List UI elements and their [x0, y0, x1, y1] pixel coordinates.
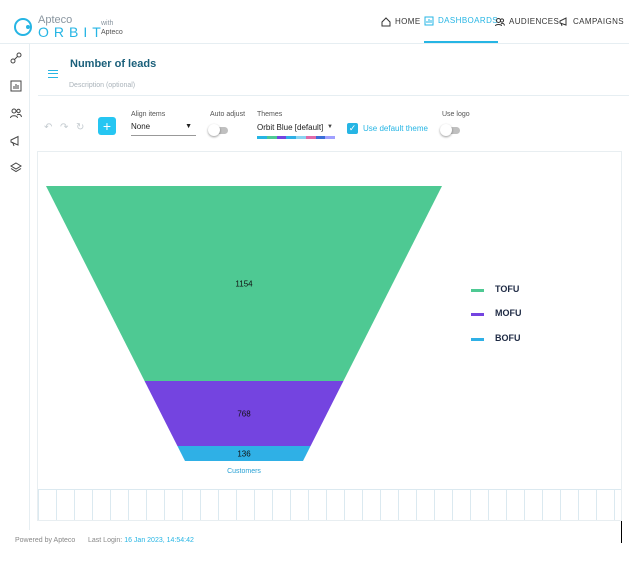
last-login-label: Last Login: [88, 537, 123, 544]
palette-swatch [257, 136, 267, 139]
use-default-theme-checkbox[interactable]: ✓ [347, 123, 358, 134]
nav-audiences-label: AUDIENCES [509, 17, 560, 26]
link-icon[interactable] [10, 52, 22, 64]
audiences-icon [495, 17, 505, 26]
palette-swatch [305, 136, 316, 139]
nav-campaigns-label: CAMPAIGNS [573, 17, 625, 26]
nav-home-label: HOME [395, 17, 421, 26]
orbit-logo-icon[interactable] [14, 18, 32, 36]
last-login-value: 16 Jan 2023, 14:54:42 [124, 537, 194, 544]
add-button[interactable]: + [98, 117, 116, 135]
use-default-theme-label: Use default theme [363, 124, 428, 133]
funnel-segment-tofu[interactable] [46, 186, 442, 381]
undo-icon[interactable]: ↶ [44, 122, 53, 133]
brand-with: with [101, 20, 114, 27]
theme-select-value[interactable]: Orbit Blue [default] [257, 123, 324, 132]
auto-adjust-label: Auto adjust [210, 111, 246, 118]
top-bar: Apteco ORBIT with Apteco HOME DASHBOARDS… [0, 0, 629, 44]
description-field[interactable]: Description (optional) [69, 82, 136, 89]
people-icon[interactable] [10, 107, 22, 119]
auto-adjust-toggle[interactable] [208, 124, 228, 136]
funnel-segment-bofu[interactable] [177, 446, 311, 461]
align-items-select[interactable]: None ▼ [131, 122, 196, 136]
legend-swatch [471, 313, 484, 316]
use-logo-toggle[interactable] [440, 124, 460, 136]
funnel-value-label: 136 [237, 450, 251, 459]
legend-item-mofu[interactable]: MOFU [471, 308, 522, 318]
palette-swatch [286, 136, 296, 139]
brand-orbit: ORBIT [38, 24, 106, 40]
legend-label: TOFU [495, 284, 519, 294]
theme-palette-strip [257, 136, 335, 139]
legend-item-tofu[interactable]: TOFU [471, 284, 519, 294]
theme-chevron-down-icon[interactable]: ▼ [327, 124, 333, 130]
sidebar [0, 44, 30, 530]
palette-swatch [276, 136, 287, 139]
chevron-down-icon: ▼ [185, 123, 192, 130]
campaigns-icon [559, 16, 567, 26]
text-cursor [621, 521, 622, 543]
legend-item-bofu[interactable]: BOFU [471, 333, 521, 343]
grid-area [38, 489, 621, 520]
palette-swatch [296, 136, 306, 139]
palette-swatch [266, 136, 277, 139]
legend-swatch [471, 338, 484, 341]
layers-icon[interactable] [10, 162, 22, 174]
last-login: Last Login: 16 Jan 2023, 14:54:42 [88, 537, 194, 544]
home-icon [381, 16, 391, 26]
chart-canvas: 1154 768 136 Customers TOFU MOFU BOFU [37, 151, 622, 521]
nav-dashboards[interactable]: DASHBOARDS [424, 0, 499, 43]
align-items-value: None [131, 122, 151, 131]
funnel-value-label: 1154 [235, 280, 253, 289]
funnel-x-label: Customers [227, 468, 261, 475]
legend-label: MOFU [495, 308, 522, 318]
palette-swatch [325, 136, 335, 139]
dashboard-icon [424, 16, 434, 25]
nav-audiences[interactable]: AUDIENCES [495, 0, 559, 43]
chart-icon[interactable] [10, 80, 22, 92]
legend-label: BOFU [495, 333, 521, 343]
menu-icon[interactable] [48, 70, 58, 78]
funnel-segment-mofu[interactable] [144, 381, 344, 446]
brand-apteco: Apteco [38, 14, 73, 26]
funnel-value-label: 768 [237, 410, 251, 419]
nav-home[interactable]: HOME [381, 0, 421, 43]
brand-with-apteco: Apteco [101, 29, 123, 36]
themes-label: Themes [257, 111, 283, 118]
toolbar: ↶ ↷ ↻ + Align items None ▼ Auto adjust T… [38, 105, 629, 145]
palette-swatch [315, 136, 326, 139]
nav-campaigns[interactable]: CAMPAIGNS [559, 0, 624, 43]
legend-swatch [471, 289, 484, 292]
reset-icon[interactable]: ↻ [76, 122, 85, 133]
redo-icon[interactable]: ↷ [60, 122, 69, 133]
page-title[interactable]: Number of leads [70, 58, 157, 70]
title-bar: Number of leads Description (optional) [38, 44, 629, 96]
use-logo-label: Use logo [442, 111, 470, 118]
align-items-label: Align items [131, 111, 166, 118]
powered-by: Powered by Apteco [15, 537, 76, 544]
megaphone-icon[interactable] [10, 135, 22, 147]
funnel-chart: 1154 768 136 Customers TOFU MOFU BOFU [46, 186, 522, 475]
nav-dashboards-label: DASHBOARDS [438, 16, 499, 25]
